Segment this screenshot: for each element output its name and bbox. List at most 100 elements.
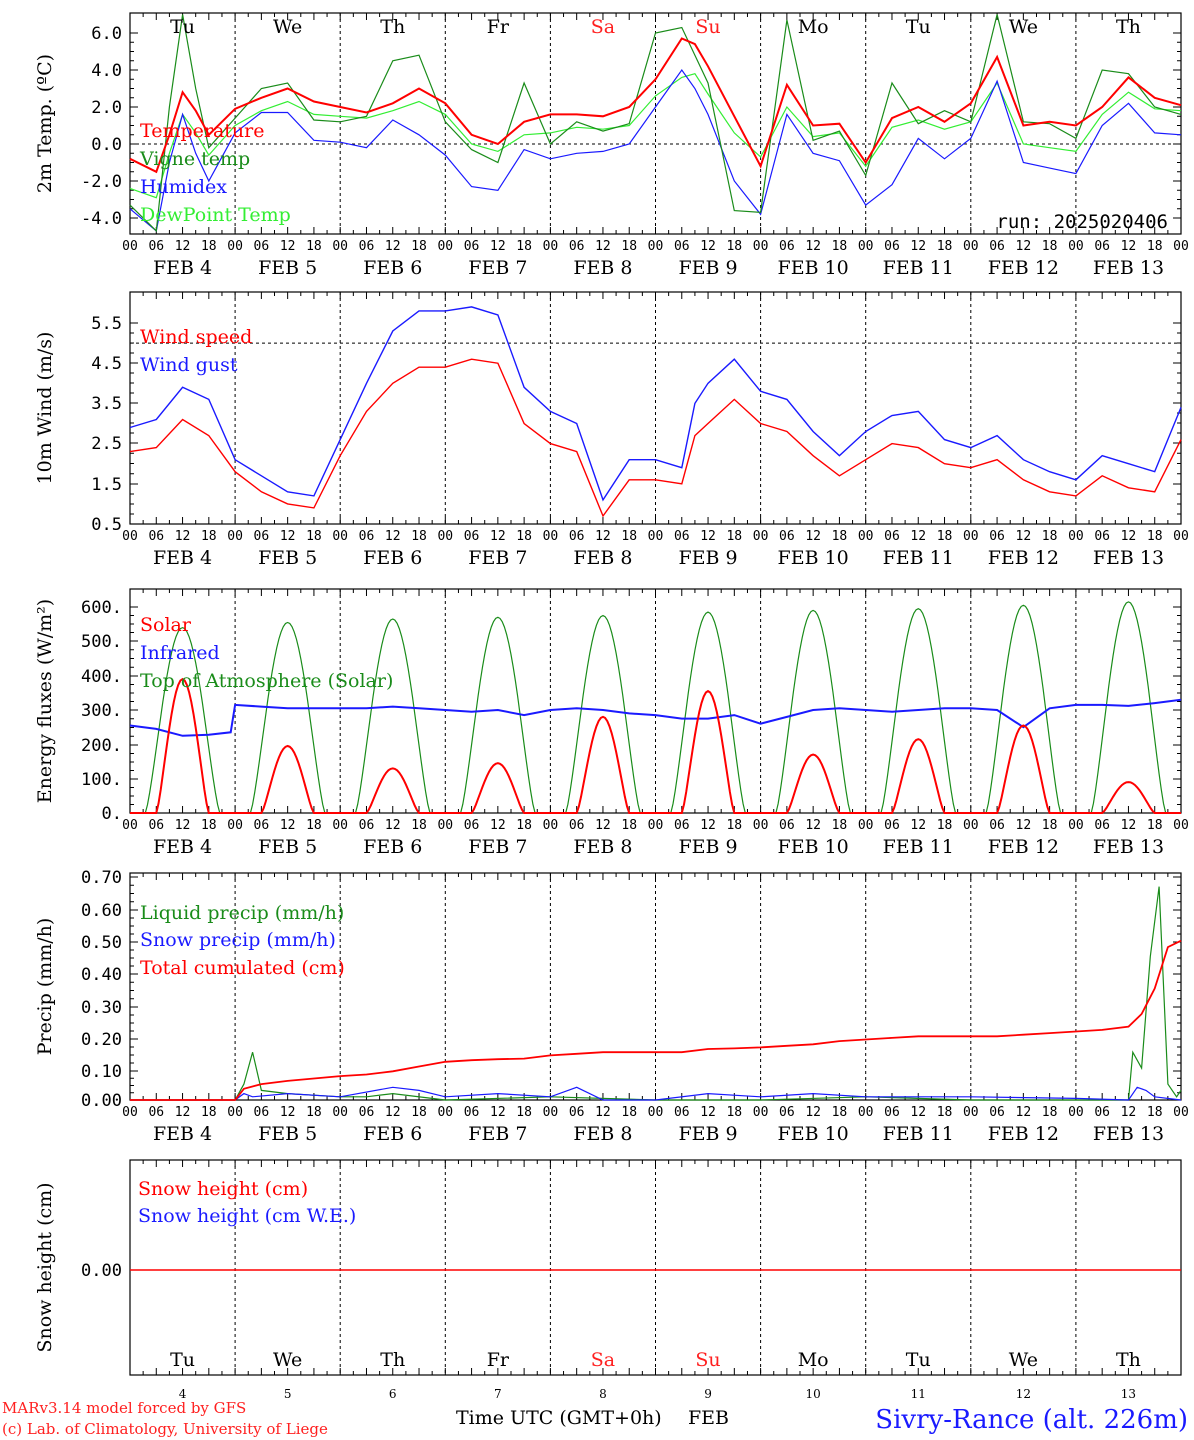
- date-label: FEB 11: [883, 547, 954, 569]
- y-tick-label: 0.10: [81, 1062, 122, 1082]
- x-tick-label: 12: [175, 1105, 191, 1120]
- x-tick-label: 18: [621, 529, 637, 544]
- legend-entry: DewPoint Temp: [140, 204, 291, 226]
- x-tick-label: 12: [280, 529, 296, 544]
- x-tick-label: 00: [332, 1105, 348, 1120]
- x-tick-label: 06: [359, 818, 375, 833]
- x-tick-label: 12: [385, 239, 401, 254]
- y-tick-label: 0.00: [81, 1091, 122, 1111]
- x-tick-label: 06: [1094, 529, 1110, 544]
- day-number-label: 5: [284, 1387, 292, 1401]
- x-tick-label: 18: [201, 529, 217, 544]
- x-tick-label: 06: [779, 1105, 795, 1120]
- x-tick-label: 18: [411, 239, 427, 254]
- day-name-label: Th: [1116, 16, 1141, 38]
- y-tick-label: 0.60: [81, 901, 122, 921]
- x-tick-label: 12: [1121, 818, 1137, 833]
- x-tick-label: 06: [674, 239, 690, 254]
- x-tick-label: 00: [753, 818, 769, 833]
- series-line-wind-speed: [129, 358, 1182, 518]
- x-tick-label: 00: [1068, 529, 1084, 544]
- x-tick-label: 18: [1042, 239, 1058, 254]
- x-tick-label: 18: [1147, 1105, 1163, 1120]
- x-tick-label: 18: [726, 1105, 742, 1120]
- x-tick-label: 06: [884, 239, 900, 254]
- x-tick-label: 06: [779, 529, 795, 544]
- x-tick-label: 06: [148, 818, 164, 833]
- date-label: FEB 5: [258, 257, 317, 279]
- x-tick-label: 00: [648, 529, 664, 544]
- x-tick-label: 00: [648, 818, 664, 833]
- x-tick-label: 00: [1068, 1105, 1084, 1120]
- x-tick-label: 12: [805, 529, 821, 544]
- day-number-label: 12: [1016, 1387, 1031, 1401]
- y-tick-label: 100.: [81, 770, 122, 790]
- y-axis-label: 10m Wind (m/s): [34, 332, 56, 485]
- x-tick-label: 00: [122, 818, 138, 833]
- x-tick-label: 12: [280, 818, 296, 833]
- x-tick-label: 00: [963, 1105, 979, 1120]
- date-label: FEB 4: [153, 836, 212, 858]
- y-tick-label: 4.0: [91, 61, 122, 81]
- x-tick-label: 00: [1068, 239, 1084, 254]
- date-label: FEB 5: [258, 836, 317, 858]
- date-label: FEB 5: [258, 1123, 317, 1145]
- x-tick-label: 06: [779, 818, 795, 833]
- x-tick-label: 12: [700, 1105, 716, 1120]
- y-tick-label: 0.70: [81, 868, 122, 888]
- run-annotation: run: 2025020406: [996, 211, 1168, 233]
- x-tick-label: 18: [1147, 529, 1163, 544]
- y-tick-label: 6.0: [91, 24, 122, 44]
- x-tick-label: 12: [490, 529, 506, 544]
- y-tick-label: 5.5: [91, 314, 122, 334]
- y-tick-label: 0.30: [81, 998, 122, 1018]
- x-tick-label: 12: [280, 239, 296, 254]
- day-name-label: Tu: [906, 1349, 931, 1371]
- x-tick-label: 12: [1016, 239, 1032, 254]
- x-tick-label: 18: [1042, 1105, 1058, 1120]
- y-axis-label: Energy fluxes (W/m²): [34, 599, 56, 803]
- legend-entry: Wind speed: [140, 326, 252, 348]
- x-tick-label: 00: [227, 239, 243, 254]
- x-tick-label: 18: [726, 239, 742, 254]
- panel-4: 0.70 0.60 0.50 0.40 0.30 0.20 0.10 0.00 Precip (…: [34, 868, 1189, 1145]
- series-line-humidex: [129, 68, 1182, 233]
- x-tick-label: 12: [595, 529, 611, 544]
- x-tick-label: 12: [1016, 1105, 1032, 1120]
- y-tick-label: 300.: [81, 701, 122, 721]
- x-tick-label: 18: [726, 818, 742, 833]
- x-tick-label: 00: [963, 239, 979, 254]
- x-tick-label: 18: [306, 529, 322, 544]
- x-tick-label: 12: [490, 239, 506, 254]
- x-tick-label: 18: [516, 1105, 532, 1120]
- x-tick-label: 00: [543, 818, 559, 833]
- x-tick-label: 06: [464, 239, 480, 254]
- day-name-label: Su: [695, 16, 720, 38]
- y-tick-label: 0.40: [81, 965, 122, 985]
- x-tick-label: 18: [411, 1105, 427, 1120]
- day-name-label: Mo: [798, 1349, 829, 1371]
- panel-2: 5.5 4.5 3.5 2.5 1.5 0.5 10m Wind (m/s) Wind spe…: [34, 291, 1189, 569]
- x-tick-label: 00: [963, 818, 979, 833]
- x-tick-label: 12: [595, 818, 611, 833]
- series-line-wind-gust: [129, 306, 1182, 502]
- y-tick-label: -4.0: [81, 209, 122, 229]
- x-tick-label: 06: [254, 239, 270, 254]
- day-name-label: Tu: [170, 16, 195, 38]
- x-tick-label: 18: [201, 818, 217, 833]
- x-tick-label: 18: [937, 239, 953, 254]
- date-label: FEB 4: [153, 257, 212, 279]
- legend-entry: Snow height (cm): [138, 1178, 308, 1200]
- day-number-label: 6: [389, 1387, 397, 1401]
- x-tick-label: 18: [937, 818, 953, 833]
- x-tick-label: 12: [700, 818, 716, 833]
- x-tick-label: 06: [1094, 1105, 1110, 1120]
- x-tick-label: 18: [201, 1105, 217, 1120]
- x-tick-label: 06: [254, 529, 270, 544]
- date-label: FEB 7: [468, 547, 527, 569]
- x-tick-label: 12: [1121, 239, 1137, 254]
- date-label: FEB 8: [573, 547, 632, 569]
- x-tick-label: 06: [989, 529, 1005, 544]
- x-tick-label: 18: [1042, 529, 1058, 544]
- x-tick-label: 06: [569, 818, 585, 833]
